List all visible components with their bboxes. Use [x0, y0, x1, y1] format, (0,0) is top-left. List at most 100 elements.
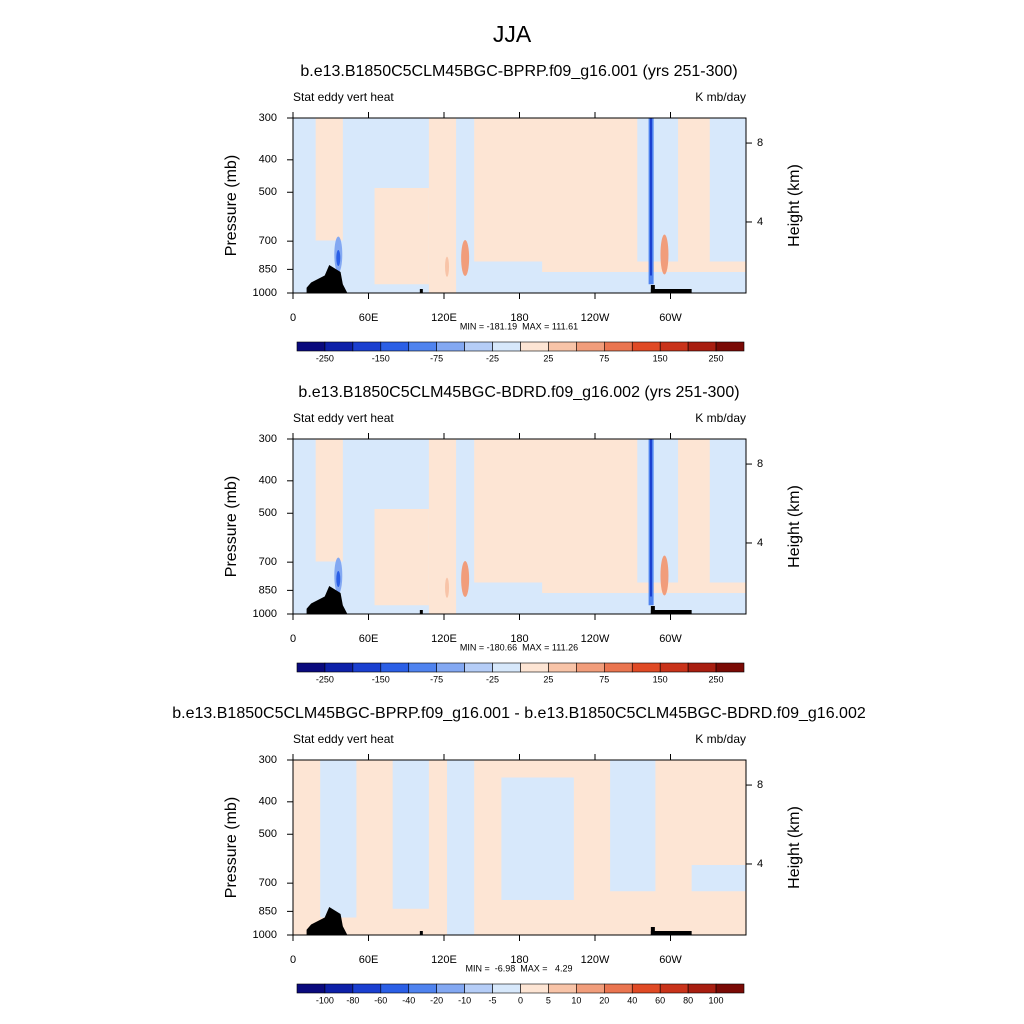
- subtitle-left: Stat eddy vert heat: [293, 90, 394, 104]
- min-max: MIN = -181.19 MAX = 111.61: [460, 321, 578, 331]
- colorbar-label: -25: [486, 353, 499, 363]
- colorbar-box: [576, 341, 605, 352]
- colorbar-box: [715, 662, 745, 673]
- colorbar-box: [659, 662, 689, 673]
- y-tick-label: 700: [259, 235, 277, 247]
- colorbar-box: [408, 341, 437, 352]
- colorbar-label: 25: [543, 674, 553, 684]
- colorbar-label: 80: [683, 995, 693, 1005]
- contour-region: [691, 865, 746, 892]
- topography: [650, 931, 692, 935]
- subtitle-right: K mb/day: [695, 90, 746, 104]
- contour-region: [315, 118, 343, 241]
- contour-region: [542, 261, 746, 272]
- y-tick-label: 400: [259, 475, 277, 487]
- y-axis-label: Pressure (mb): [223, 155, 240, 256]
- x-tick-label: 0: [290, 312, 296, 324]
- y-tick-label: 850: [259, 905, 277, 917]
- colorbar-label: 250: [709, 674, 724, 684]
- colorbar-label: -150: [372, 353, 390, 363]
- colorbar-box: [715, 983, 745, 994]
- y2-axis-label: Height (km): [786, 164, 803, 247]
- contour-region: [474, 439, 638, 583]
- colorbar-box: [548, 983, 577, 994]
- contour-region: [649, 439, 652, 597]
- colorbar-label: -20: [430, 995, 443, 1005]
- colorbar-label: 75: [599, 674, 609, 684]
- colorbar-label: 25: [543, 353, 553, 363]
- y2-tick-label: 8: [757, 779, 763, 791]
- y-tick-label: 400: [259, 796, 277, 808]
- y2-tick-label: 4: [757, 216, 763, 228]
- y-tick-label: 300: [259, 112, 277, 124]
- subtitle-left: Stat eddy vert heat: [293, 732, 394, 746]
- colorbar-label: -60: [374, 995, 387, 1005]
- subtitle-right: K mb/day: [695, 732, 746, 746]
- contour-field: [293, 118, 746, 293]
- colorbar-box: [548, 662, 577, 673]
- y-tick-label: 500: [259, 186, 277, 198]
- colorbar-label: -5: [489, 995, 497, 1005]
- x-tick-label: 120E: [431, 312, 457, 324]
- panel-title: b.e13.B1850C5CLM45BGC-BPRP.f09_g16.001 (…: [300, 63, 737, 80]
- contour-region: [445, 577, 450, 598]
- colorbar-box: [324, 341, 354, 352]
- y-tick-label: 1000: [253, 929, 277, 941]
- colorbar-label: -80: [346, 995, 359, 1005]
- contour-region: [610, 760, 656, 892]
- colorbar-box: [436, 983, 465, 994]
- colorbar-box: [436, 662, 465, 673]
- colorbar-box: [464, 341, 493, 352]
- y-tick-label: 300: [259, 433, 277, 445]
- colorbar-label: -10: [458, 995, 471, 1005]
- contour-region: [336, 571, 341, 587]
- colorbar-label: 10: [571, 995, 581, 1005]
- topography: [419, 289, 423, 293]
- contour-region: [428, 118, 457, 293]
- contour-region: [474, 118, 638, 262]
- contour-region: [315, 439, 343, 562]
- contour-region: [392, 760, 429, 909]
- colorbar-box: [576, 662, 605, 673]
- x-tick-label: 180: [510, 312, 528, 324]
- y-tick-label: 850: [259, 584, 277, 596]
- colorbar-box: [464, 662, 493, 673]
- colorbar-label: 150: [653, 674, 668, 684]
- colorbar-label: -250: [316, 674, 334, 684]
- colorbar-label: 40: [627, 995, 637, 1005]
- x-tick-label: 120W: [581, 633, 610, 645]
- y-axis-label: Pressure (mb): [223, 476, 240, 577]
- colorbar-box: [520, 341, 549, 352]
- contour-region: [660, 234, 669, 275]
- colorbar-box: [687, 662, 717, 673]
- topography: [650, 285, 655, 293]
- x-tick-label: 120E: [431, 954, 457, 966]
- colorbar-box: [604, 341, 633, 352]
- colorbar-box: [659, 341, 689, 352]
- colorbar-label: 100: [709, 995, 724, 1005]
- colorbar-box: [631, 341, 661, 352]
- contour-region: [445, 256, 450, 277]
- colorbar-box: [604, 662, 633, 673]
- min-max: MIN = -180.66 MAX = 111.26: [460, 642, 578, 652]
- colorbar-box: [715, 341, 745, 352]
- x-tick-label: 180: [510, 954, 528, 966]
- colorbar-box: [492, 662, 521, 673]
- contour-field: [293, 760, 746, 935]
- colorbar-box: [296, 983, 326, 994]
- y2-tick-label: 4: [757, 858, 763, 870]
- x-tick-label: 60E: [359, 312, 379, 324]
- y-tick-label: 400: [259, 154, 277, 166]
- colorbar-label: 0: [518, 995, 523, 1005]
- colorbar-box: [324, 662, 354, 673]
- contour-region: [320, 760, 357, 918]
- panel-title: b.e13.B1850C5CLM45BGC-BDRD.f09_g16.002 (…: [298, 384, 739, 401]
- topography: [306, 586, 348, 614]
- y2-tick-label: 8: [757, 458, 763, 470]
- x-tick-label: 0: [290, 633, 296, 645]
- colorbar-box: [380, 341, 410, 352]
- contour-field: [293, 439, 746, 614]
- colorbar-label: -75: [430, 353, 443, 363]
- contour-region: [649, 118, 652, 276]
